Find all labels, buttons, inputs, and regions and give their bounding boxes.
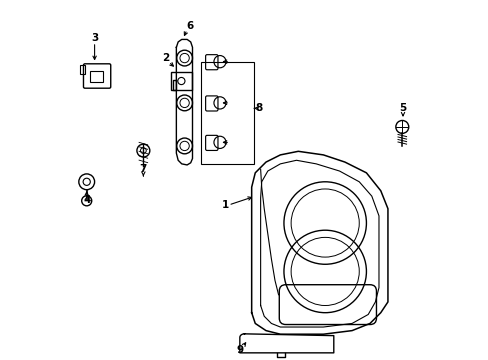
Text: 4: 4 — [83, 195, 90, 205]
Text: 1: 1 — [222, 200, 229, 210]
Text: 3: 3 — [91, 33, 98, 43]
Bar — [80, 65, 85, 74]
Text: 6: 6 — [186, 21, 193, 31]
Bar — [171, 72, 191, 90]
Text: 5: 5 — [399, 103, 406, 113]
Bar — [89, 71, 103, 82]
Text: 8: 8 — [255, 103, 262, 113]
Text: 9: 9 — [236, 345, 243, 355]
Bar — [201, 62, 253, 164]
Text: 2: 2 — [162, 53, 169, 63]
Text: 7: 7 — [140, 164, 147, 174]
